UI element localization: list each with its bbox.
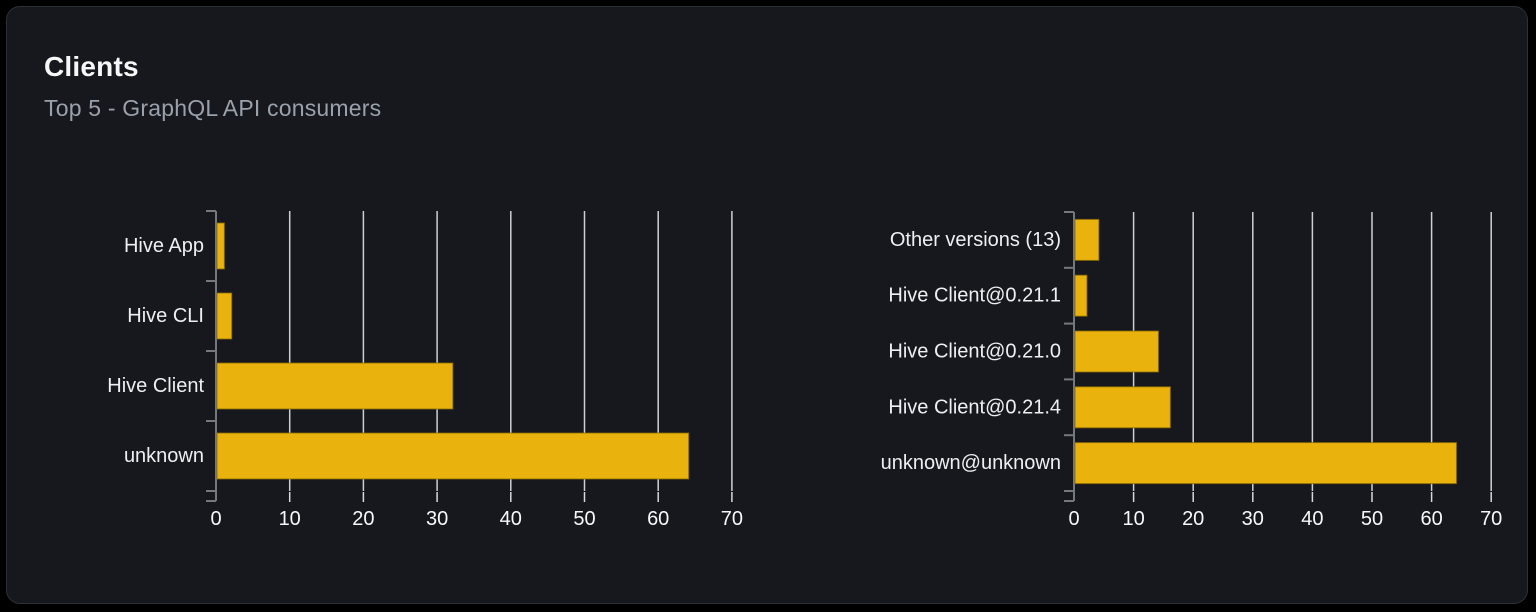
x-tick-label-10: 10 (1122, 508, 1144, 530)
bar-hive-client (216, 362, 454, 410)
bar-unknown-unknown (1074, 442, 1457, 485)
x-tick-label-10: 10 (279, 508, 301, 530)
x-tick-label-50: 50 (573, 508, 595, 530)
bar-hive-app (216, 222, 225, 270)
x-tick-label-70: 70 (721, 508, 743, 530)
category-label-unknown: unknown (124, 445, 204, 467)
x-tick-label-0: 0 (1068, 508, 1079, 530)
bar-hive-cli (216, 292, 233, 340)
category-label-hive-client-0-21-4: Hive Client@0.21.4 (888, 396, 1061, 418)
x-tick-label-40: 40 (500, 508, 522, 530)
x-tick-label-70: 70 (1480, 508, 1502, 530)
category-label-hive-client-0-21-1: Hive Client@0.21.1 (888, 285, 1061, 307)
category-label-hive-cli: Hive CLI (127, 305, 204, 327)
x-tick-label-60: 60 (1420, 508, 1442, 530)
bar-chart-clients-by-name: 0 10 20 30 40 50 60 70 Hive App Hive CLI Hive Clie… (107, 210, 743, 530)
x-tick-label-20: 20 (352, 508, 374, 530)
category-label-hive-client-0-21-0: Hive Client@0.21.0 (888, 341, 1061, 363)
category-label-unknown-unknown: unknown@unknown (881, 452, 1061, 474)
bar-hive-client-0-21-0 (1074, 330, 1159, 373)
category-label-other-versions-13: Other versions (13) (890, 229, 1061, 251)
category-label-hive-app: Hive App (124, 235, 204, 257)
clients-card: Clients Top 5 - GraphQL API consumers 0 1… (6, 6, 1528, 604)
x-tick-label-30: 30 (426, 508, 448, 530)
card-header: Clients Top 5 - GraphQL API consumers (44, 51, 381, 122)
x-tick-label-30: 30 (1242, 508, 1264, 530)
bar-chart-clients-by-version: 0 10 20 30 40 50 60 70 Other versions (13) Hive C… (881, 211, 1502, 530)
category-label-hive-client: Hive Client (107, 375, 204, 397)
bar-other-versions-13 (1074, 218, 1100, 261)
bar-hive-client-0-21-1 (1074, 274, 1088, 317)
page-title: Clients (44, 51, 139, 82)
x-tick-label-0: 0 (210, 508, 221, 530)
x-tick-label-40: 40 (1301, 508, 1323, 530)
x-tick-label-60: 60 (647, 508, 669, 530)
bar-hive-client-0-21-4 (1074, 386, 1171, 429)
bar-unknown (216, 432, 690, 480)
x-tick-label-20: 20 (1182, 508, 1204, 530)
x-tick-label-50: 50 (1361, 508, 1383, 530)
page-subtitle: Top 5 - GraphQL API consumers (44, 95, 382, 122)
